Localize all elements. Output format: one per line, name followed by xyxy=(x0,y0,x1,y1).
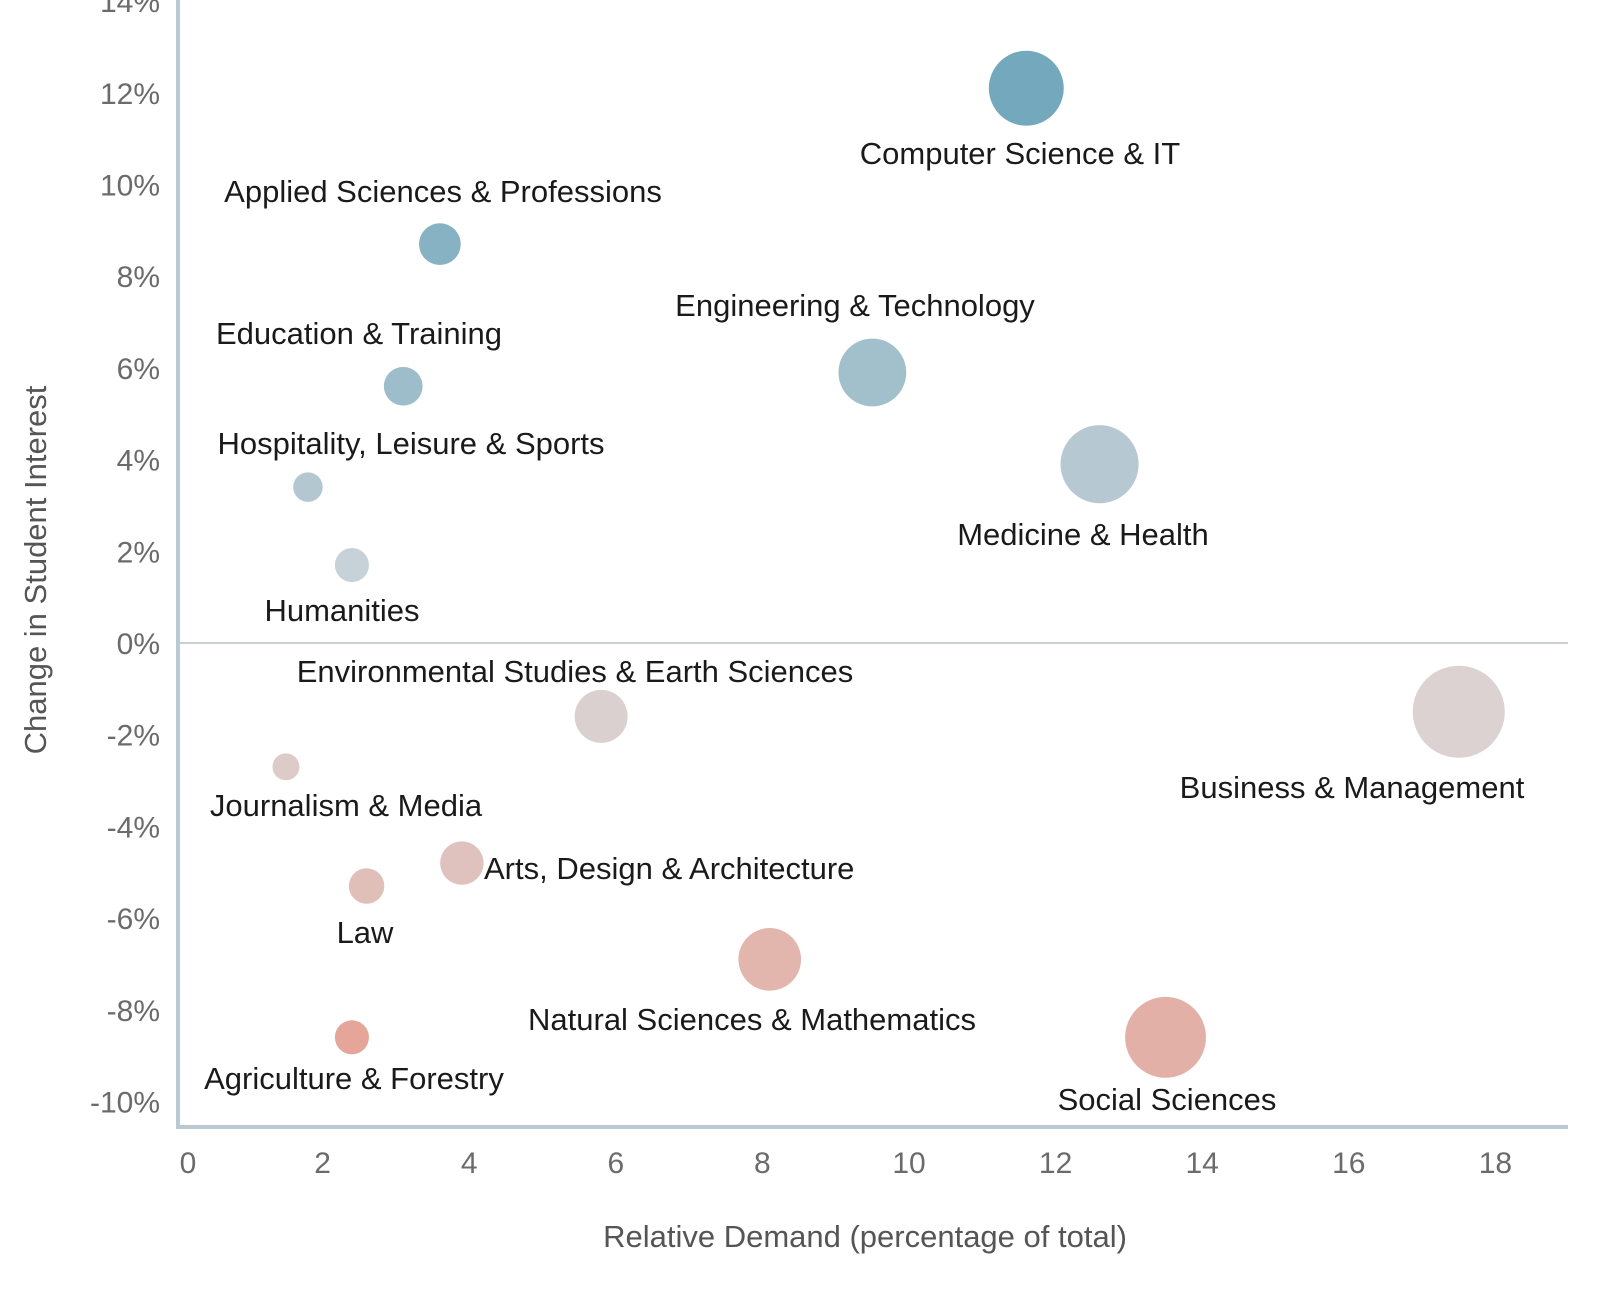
bubble-label: Medicine & Health xyxy=(957,517,1209,552)
bubble xyxy=(293,472,323,502)
bubble-label: Hospitality, Leisure & Sports xyxy=(217,426,604,461)
y-tick-label: 2% xyxy=(117,536,160,569)
bubble-label: Business & Management xyxy=(1180,770,1525,805)
bubble xyxy=(334,548,369,583)
y-tick-labels: 14% 12% 10% 8% 6% 4% 2% 0% -2% -4% -6% -8% -10% xyxy=(90,0,160,1120)
bubble-label: Social Sciences xyxy=(1058,1082,1277,1117)
bubble-label: Arts, Design & Architecture xyxy=(484,851,854,886)
bubble-label: Environmental Studies & Earth Sciences xyxy=(297,654,854,689)
x-tick-label: 12 xyxy=(1039,1147,1072,1180)
bubble-label: Humanities xyxy=(264,593,419,628)
x-tick-label: 2 xyxy=(314,1147,331,1180)
bubble-label: Education & Training xyxy=(216,316,502,351)
y-tick-label: 10% xyxy=(100,170,160,203)
bubble xyxy=(738,928,802,991)
bubble xyxy=(838,338,907,407)
y-tick-label: 8% xyxy=(117,261,160,294)
y-tick-label: -4% xyxy=(107,811,160,844)
bubble xyxy=(348,868,385,904)
x-tick-label: 0 xyxy=(180,1147,197,1180)
y-tick-label: -8% xyxy=(107,995,160,1028)
y-tick-label: 6% xyxy=(117,353,160,386)
bubble xyxy=(440,841,484,885)
bubble xyxy=(574,689,628,743)
bubble xyxy=(1412,665,1505,758)
bubble-label: Engineering & Technology xyxy=(675,288,1035,323)
x-tick-label: 18 xyxy=(1479,1147,1512,1180)
y-tick-label: -10% xyxy=(90,1087,160,1120)
bubble-labels: Computer Science & IT Applied Sciences & … xyxy=(204,136,1525,1117)
bubble-label: Computer Science & IT xyxy=(860,136,1181,171)
x-tick-label: 14 xyxy=(1186,1147,1219,1180)
bubble xyxy=(1125,996,1206,1078)
x-tick-labels: 0 2 4 6 8 10 12 14 16 18 xyxy=(180,1147,1512,1180)
x-axis-title: Relative Demand (percentage of total) xyxy=(603,1219,1127,1254)
bubble-label: Applied Sciences & Professions xyxy=(224,174,662,209)
bubble xyxy=(419,223,461,265)
y-tick-label: 12% xyxy=(100,78,160,111)
y-tick-label: 0% xyxy=(117,628,160,661)
x-tick-label: 6 xyxy=(607,1147,624,1180)
y-tick-label: 4% xyxy=(117,445,160,478)
bubbles xyxy=(272,50,1505,1078)
x-tick-label: 10 xyxy=(892,1147,925,1180)
y-axis-title: Change in Student Interest xyxy=(18,385,53,754)
bubble xyxy=(988,50,1064,126)
bubble-label: Agriculture & Forestry xyxy=(204,1061,504,1096)
bubble xyxy=(272,753,300,781)
x-tick-label: 16 xyxy=(1332,1147,1365,1180)
bubble xyxy=(383,366,423,406)
y-tick-label: -6% xyxy=(107,903,160,936)
x-tick-label: 4 xyxy=(461,1147,478,1180)
bubble xyxy=(334,1020,369,1055)
bubble-label: Law xyxy=(337,915,394,950)
bubble-label: Journalism & Media xyxy=(210,788,483,823)
x-tick-label: 8 xyxy=(754,1147,771,1180)
y-tick-label: -2% xyxy=(107,720,160,753)
y-tick-label: 14% xyxy=(100,0,160,19)
bubble xyxy=(1060,425,1139,504)
bubble-label: Natural Sciences & Mathematics xyxy=(528,1002,976,1037)
